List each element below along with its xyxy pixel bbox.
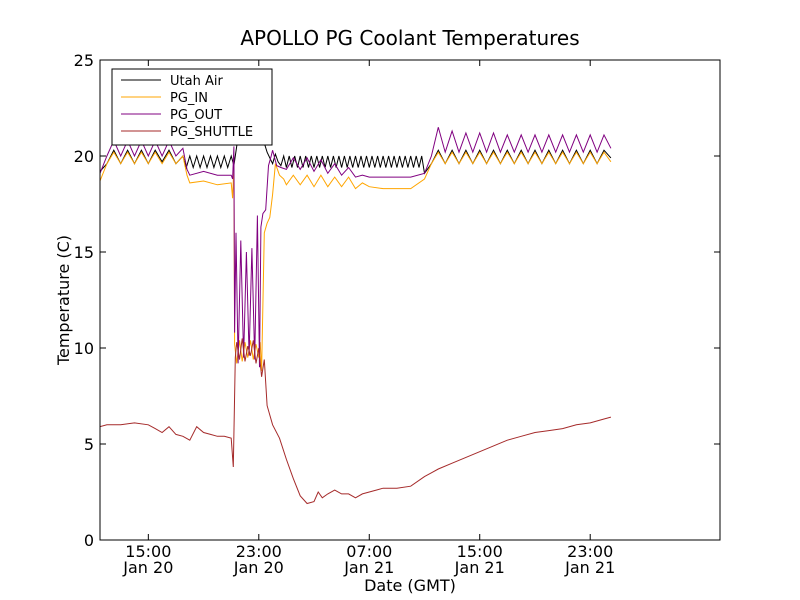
x-tick-label-date: Jan 21: [454, 558, 505, 577]
x-tick-label-time: 07:00: [346, 542, 392, 561]
series-layer: [100, 127, 612, 505]
y-tick-label: 0: [84, 531, 94, 550]
y-tick-label: 15: [74, 243, 94, 262]
chart-title: APOLLO PG Coolant Temperatures: [240, 26, 579, 50]
x-tick-label-time: 15:00: [457, 542, 503, 561]
legend-label-pg-out: PG_OUT: [170, 108, 222, 123]
series-line-utah-air: [100, 135, 612, 175]
y-tick-label: 25: [74, 51, 94, 70]
y-axis-label: Temperature (C): [54, 235, 73, 366]
series-line-pg-in: [100, 151, 612, 372]
x-tick-label-time: 23:00: [567, 542, 613, 561]
series-line-pg-shuttle: [100, 338, 612, 505]
y-tick-label: 10: [74, 339, 94, 358]
legend-label-pg-in: PG_IN: [170, 91, 208, 106]
x-tick-label-time: 23:00: [236, 542, 282, 561]
x-tick-label-date: Jan 20: [233, 558, 284, 577]
x-tick-label-date: Jan 20: [122, 558, 173, 577]
x-tick-label-time: 15:00: [125, 542, 171, 561]
legend-box: [111, 68, 273, 146]
legend-label-utah-air: Utah Air: [170, 74, 223, 89]
legend: Utah Air PG_IN PG_OUT PG_SHUTTLE: [111, 68, 273, 146]
x-tick-label-date: Jan 21: [343, 558, 394, 577]
y-tick-label: 5: [84, 435, 94, 454]
x-tick-label-date: Jan 21: [564, 558, 615, 577]
plot-area-frame: [99, 59, 721, 541]
y-axis: 0 5 10 15 20 25: [74, 51, 720, 550]
legend-label-pg-shuttle: PG_SHUTTLE: [170, 125, 253, 140]
series-line-pg-out: [100, 127, 612, 368]
y-tick-label: 20: [74, 147, 94, 166]
x-axis-label: Date (GMT): [364, 576, 456, 595]
